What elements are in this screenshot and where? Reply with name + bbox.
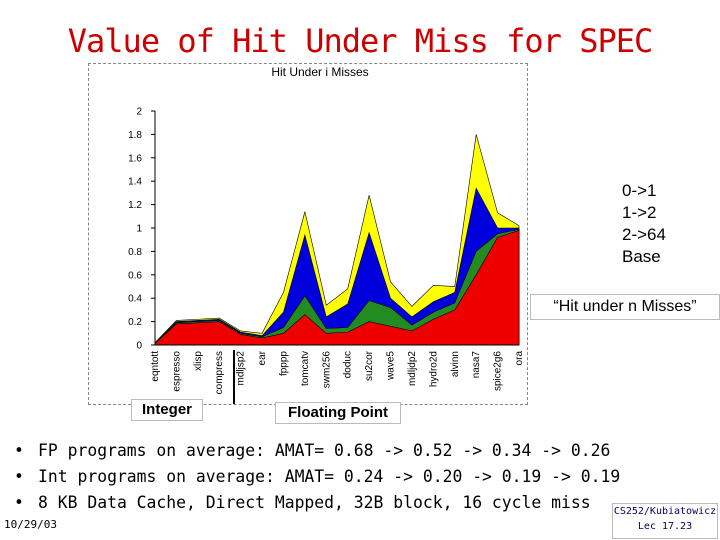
bullet-marker: • [14, 441, 24, 460]
y-tick-label: 1.6 [128, 153, 142, 164]
bullet-marker: • [14, 493, 24, 512]
key-label-2-64: 2->64 [622, 225, 666, 244]
bullet-marker: • [14, 467, 24, 486]
bullet-text: Int programs on average: AMAT= 0.24 -> 0… [38, 467, 621, 486]
x-tick-label: mdljsp2 [236, 351, 247, 386]
x-tick-label: hydro2d [428, 351, 439, 387]
footer-course-name: CS252/Kubiatowicz [613, 506, 717, 517]
floating-point-group-label: Floating Point [275, 402, 401, 424]
bullet-fp-amat: • FP programs on average: AMAT= 0.68 -> 0… [14, 438, 620, 464]
x-tick-label: swm256 [321, 351, 332, 389]
y-tick-label: 0 [136, 341, 142, 352]
y-tick-label: 1 [136, 224, 142, 235]
chart-title: Hit Under i Misses [271, 65, 368, 79]
area-chart: Hit Under i Misses 0 0.2 0.4 0.6 0.8 1 1.2 1.4 1.… [128, 65, 525, 404]
series-area-0 [154, 134, 520, 346]
bullet-cache-config: • 8 KB Data Cache, Direct Mapped, 32B blo… [14, 490, 620, 516]
x-tick-label: doduc [343, 351, 354, 378]
y-tick-label: 0.6 [128, 270, 142, 281]
y-tick-label: 2 [136, 107, 142, 118]
key-labels: 0->1 1->2 2->64 Base [622, 180, 666, 268]
x-tick-label: su2cor [364, 350, 375, 381]
x-tick-label: eqntott [150, 351, 161, 382]
x-tick-label: xlisp [193, 351, 204, 371]
hit-under-n-misses-label: “Hit under n Misses” [530, 294, 720, 320]
integer-group-label: Integer [131, 399, 203, 421]
x-tick-label: ear [257, 350, 268, 365]
x-tick-label: ora [514, 351, 525, 366]
x-tick-label: espresso [171, 351, 182, 392]
y-tick-label: 0.4 [128, 294, 142, 305]
key-label-0-1: 0->1 [622, 181, 657, 200]
footer-date: 10/29/03 [4, 518, 57, 531]
x-tick-label: alvinn [450, 351, 461, 377]
x-tick-label: compress [214, 351, 225, 394]
x-tick-label: nasa7 [471, 351, 482, 379]
key-label-base: Base [622, 247, 661, 266]
bullet-text: FP programs on average: AMAT= 0.68 -> 0.… [38, 441, 611, 460]
y-tick-label: 0.2 [128, 317, 142, 328]
y-tick-label: 1.2 [128, 200, 142, 211]
x-tick-label: mdljdp2 [407, 351, 418, 386]
y-tick-label: 0.8 [128, 247, 142, 258]
bullet-text: 8 KB Data Cache, Direct Mapped, 32B bloc… [38, 493, 591, 512]
series-area-1 [154, 187, 520, 346]
bullet-list: • FP programs on average: AMAT= 0.68 -> 0… [14, 438, 620, 516]
y-tick-label: 1.4 [128, 177, 142, 188]
x-tick-label: tomcatv [300, 351, 311, 386]
x-tick-label: fpppp [278, 351, 289, 376]
footer-lecture: Lec 17.23 [637, 521, 693, 532]
series-area-3 [154, 229, 520, 346]
chart-frame: Hit Under i Misses 0 0.2 0.4 0.6 0.8 1 1.2 1.4 1.… [88, 63, 528, 405]
bullet-int-amat: • Int programs on average: AMAT= 0.24 -> … [14, 464, 620, 490]
key-label-1-2: 1->2 [622, 203, 657, 222]
x-tick-label: wave5 [386, 351, 397, 381]
series-area-2 [154, 228, 520, 346]
footer-course-box: CS252/Kubiatowicz Lec 17.23 [612, 503, 718, 539]
y-tick-label: 1.8 [128, 130, 142, 141]
x-tick-label: spice2g6 [493, 351, 504, 391]
slide-title: Value of Hit Under Miss for SPEC [67, 22, 654, 60]
